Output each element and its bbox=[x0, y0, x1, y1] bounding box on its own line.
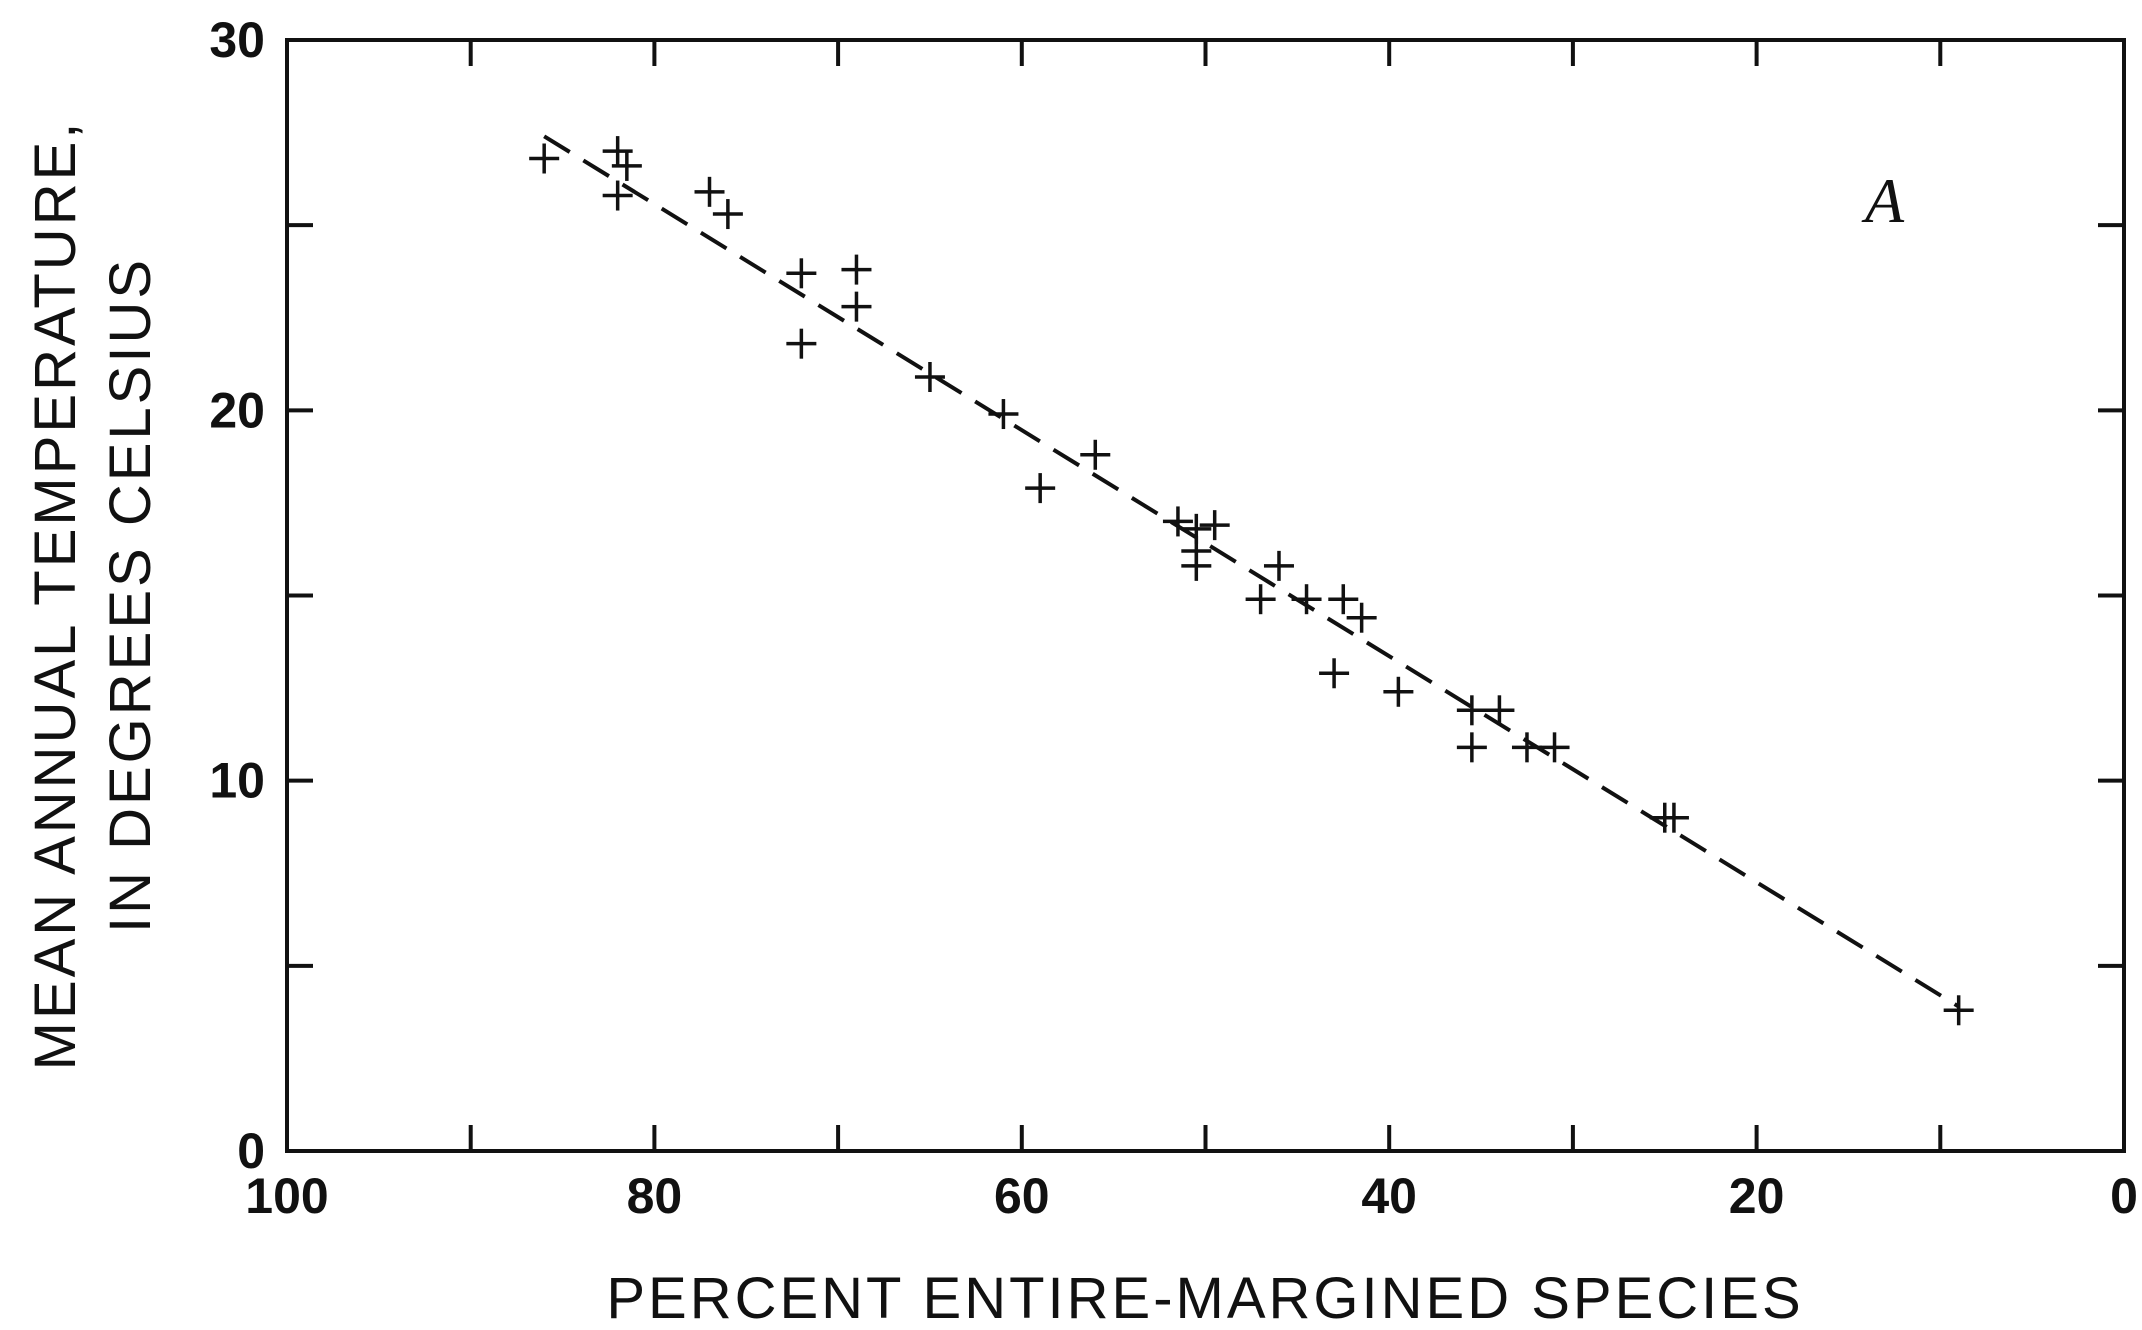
data-point bbox=[786, 328, 817, 359]
x-tick-label: 0 bbox=[2110, 1168, 2138, 1224]
data-point bbox=[1943, 995, 1974, 1026]
y-axis-title-line-1: MEAN ANNUAL TEMPERATURE, bbox=[23, 120, 88, 1071]
data-points bbox=[529, 136, 1974, 1026]
x-tick-label: 40 bbox=[1361, 1168, 1417, 1224]
x-tick-label: 100 bbox=[245, 1168, 328, 1224]
x-axis-title: PERCENT ENTIRE-MARGINED SPECIES bbox=[606, 1266, 1803, 1330]
data-point bbox=[1346, 602, 1377, 633]
data-point bbox=[1658, 802, 1689, 833]
data-point bbox=[694, 176, 725, 207]
data-point bbox=[1383, 676, 1414, 707]
axis-tick-labels: 100 80 60 40 20 0 0 10 20 30 bbox=[209, 12, 2138, 1224]
data-point bbox=[988, 399, 1019, 430]
data-point bbox=[1181, 550, 1212, 581]
data-point bbox=[602, 180, 633, 211]
data-point bbox=[1245, 584, 1276, 615]
data-point bbox=[914, 362, 945, 393]
data-point bbox=[529, 143, 560, 174]
data-point bbox=[1263, 550, 1294, 581]
regression-line-group bbox=[543, 134, 1960, 1009]
y-axis-title-line-2: IN DEGREES CELSIUS bbox=[98, 257, 163, 933]
data-point bbox=[841, 254, 872, 285]
data-point bbox=[1080, 439, 1111, 470]
data-point bbox=[1484, 695, 1515, 726]
panel-label: A bbox=[1861, 165, 1905, 236]
data-point bbox=[1025, 473, 1056, 504]
data-point bbox=[1291, 584, 1322, 615]
x-tick-label: 20 bbox=[1729, 1168, 1785, 1224]
data-point bbox=[611, 150, 642, 181]
data-point bbox=[1539, 732, 1570, 763]
plot-frame bbox=[285, 38, 2126, 1153]
data-point bbox=[1456, 732, 1487, 763]
data-point bbox=[1456, 695, 1487, 726]
data-point bbox=[786, 258, 817, 289]
x-tick-label: 60 bbox=[994, 1168, 1050, 1224]
axis-ticks bbox=[285, 38, 2126, 1153]
x-tick-label: 80 bbox=[627, 1168, 683, 1224]
y-tick-label: 30 bbox=[209, 12, 265, 68]
data-point bbox=[841, 291, 872, 322]
data-point bbox=[1162, 506, 1193, 537]
data-point bbox=[1319, 658, 1350, 689]
regression-line bbox=[543, 134, 1960, 1009]
y-tick-label: 0 bbox=[237, 1123, 265, 1179]
data-point bbox=[1328, 584, 1359, 615]
data-point bbox=[1511, 732, 1542, 763]
y-tick-label: 20 bbox=[209, 382, 265, 438]
data-point bbox=[1199, 510, 1230, 541]
y-tick-label: 10 bbox=[209, 753, 265, 809]
data-point bbox=[712, 199, 743, 230]
